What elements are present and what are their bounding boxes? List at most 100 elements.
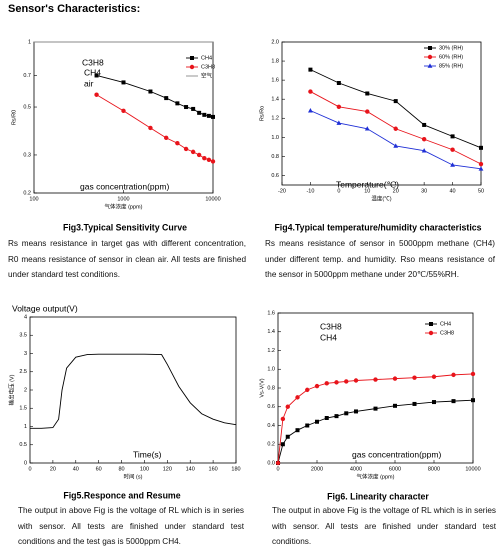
marker	[285, 404, 290, 409]
marker	[353, 378, 359, 383]
annotation: C3H8	[82, 57, 104, 67]
x-tick-label: 30	[421, 188, 427, 194]
figure-caption: Fig5.Responce and Resume	[63, 490, 180, 500]
marker	[412, 401, 417, 406]
x-tick-label: 40	[73, 466, 79, 472]
y-axis-title: 输出电压 (V)	[7, 374, 15, 405]
x-tick-label: -20	[278, 188, 286, 194]
marker	[324, 381, 329, 386]
legend-marker	[190, 56, 194, 60]
y-tick-label: 3.5	[19, 333, 27, 339]
marker	[295, 428, 300, 433]
y-tick-label: 0.7	[23, 73, 31, 79]
marker	[308, 67, 313, 72]
marker	[206, 157, 212, 162]
description: The output in above Fig is the voltage o…	[272, 506, 496, 546]
y-tick-label: 0.5	[23, 104, 31, 110]
marker	[336, 120, 342, 125]
x-tick-label: 1000	[117, 196, 129, 202]
x-tick-label: -10	[306, 188, 314, 194]
marker	[197, 110, 202, 115]
marker	[280, 416, 286, 422]
x-tick-label: 10	[364, 188, 370, 194]
x-tick-label: 40	[450, 188, 456, 194]
x-tick-label: 0	[276, 466, 279, 472]
marker	[373, 377, 378, 382]
y-tick-label: 1	[24, 424, 27, 430]
x-tick-label: 80	[118, 466, 124, 472]
marker	[432, 400, 436, 405]
marker	[324, 416, 329, 420]
marker	[206, 113, 211, 118]
marker	[175, 141, 180, 146]
marker	[478, 161, 484, 167]
marker	[451, 399, 456, 404]
series-line	[310, 69, 482, 149]
y-tick-label: 0.8	[267, 385, 275, 391]
y-tick-label: 0.2	[267, 442, 275, 448]
x-tick-label: 10000	[205, 196, 220, 202]
y-tick-label: 1.5	[19, 406, 27, 412]
marker	[285, 434, 290, 439]
marker	[314, 383, 320, 389]
marker	[315, 419, 319, 424]
figure-caption: Fig3.Typical Sensitivity Curve	[63, 222, 187, 232]
marker	[164, 135, 169, 141]
marker	[478, 166, 484, 171]
y-tick-label: 1.2	[271, 116, 279, 122]
annotation: Voltage output(V)	[12, 303, 78, 313]
marker	[431, 374, 437, 379]
series-line	[277, 373, 474, 464]
y-tick-label: 0.3	[23, 152, 31, 158]
marker	[393, 143, 399, 148]
legend-label: CH4	[440, 321, 451, 327]
marker	[94, 92, 99, 97]
x-tick-label: 60	[96, 466, 102, 472]
y-tick-label: 2.5	[19, 369, 27, 375]
legend-marker	[427, 63, 433, 68]
y-axis-title: Rs/R0	[11, 110, 17, 125]
annotation: Time(s)	[133, 449, 162, 459]
marker	[191, 106, 196, 111]
legend-label: 85% (RH)	[439, 63, 463, 69]
annotation: gas concentration(ppm)	[80, 181, 169, 191]
marker	[393, 126, 398, 131]
legend-marker	[428, 330, 434, 336]
x-tick-label: 100	[140, 466, 149, 472]
series-line	[96, 75, 214, 118]
legend-label: 60% (RH)	[439, 54, 463, 60]
legend-marker	[429, 322, 433, 326]
y-tick-label: 1.4	[271, 97, 279, 103]
y-tick-label: 0	[24, 460, 27, 466]
marker	[336, 80, 341, 85]
x-tick-label: 120	[163, 466, 172, 472]
marker	[148, 125, 153, 131]
series-line	[96, 94, 214, 162]
marker	[336, 104, 342, 110]
figure-caption: Fig4.Typical temperature/humidity charac…	[274, 222, 481, 232]
marker	[148, 89, 153, 94]
marker	[421, 137, 427, 142]
marker	[334, 380, 339, 385]
marker	[210, 159, 216, 164]
marker	[450, 134, 455, 139]
marker	[412, 375, 417, 380]
marker	[164, 96, 169, 101]
x-axis-title: 温度(℃)	[371, 194, 391, 202]
x-axis-title: 气体浓度 (ppm)	[357, 472, 395, 480]
marker	[392, 376, 398, 381]
marker	[471, 398, 475, 403]
marker	[183, 146, 189, 152]
annotation: gas concentration(ppm)	[352, 449, 441, 459]
plot-frame	[281, 41, 482, 186]
marker	[393, 99, 398, 104]
x-tick-label: 8000	[428, 466, 440, 472]
legend-marker	[428, 46, 432, 50]
marker	[184, 105, 189, 110]
marker	[344, 411, 349, 416]
y-tick-label: 1.0	[267, 367, 275, 373]
marker	[275, 460, 281, 466]
marker	[202, 155, 207, 161]
y-tick-label: 0.0	[267, 460, 275, 466]
